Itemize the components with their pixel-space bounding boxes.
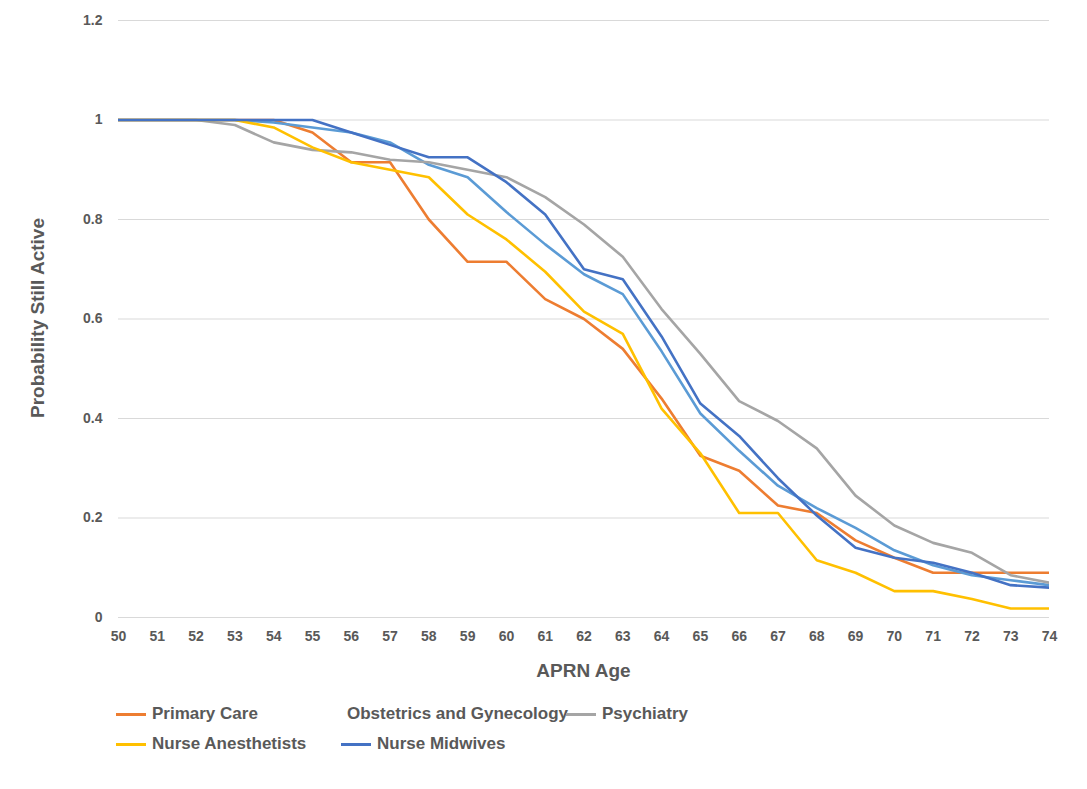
svg-text:0.6: 0.6 — [83, 310, 103, 326]
svg-text:74: 74 — [1042, 628, 1058, 644]
svg-text:51: 51 — [150, 628, 166, 644]
svg-text:68: 68 — [809, 628, 825, 644]
svg-text:55: 55 — [305, 628, 321, 644]
svg-text:1.2: 1.2 — [83, 12, 103, 28]
svg-text:1: 1 — [95, 111, 103, 127]
html-text:APRN Age: APRN Age — [536, 660, 631, 681]
svg-text:0.4: 0.4 — [83, 410, 103, 426]
svg-text:57: 57 — [382, 628, 398, 644]
svg-text:72: 72 — [964, 628, 980, 644]
html-text:Obstetrics and Gynecology: Obstetrics and Gynecology — [347, 704, 569, 723]
svg-text:69: 69 — [848, 628, 864, 644]
html-text:Probability Still Active: Probability Still Active — [27, 218, 48, 418]
svg-text:71: 71 — [925, 628, 941, 644]
svg-text:67: 67 — [770, 628, 786, 644]
html-text:Nurse Anesthetists: Nurse Anesthetists — [152, 734, 307, 753]
svg-text:50: 50 — [111, 628, 127, 644]
svg-text:70: 70 — [887, 628, 903, 644]
svg-text:59: 59 — [460, 628, 476, 644]
svg-text:0: 0 — [95, 609, 103, 625]
svg-text:53: 53 — [227, 628, 243, 644]
html-text:Primary Care: Primary Care — [152, 704, 258, 723]
html-text:Nurse Midwives: Nurse Midwives — [377, 734, 506, 753]
svg-text:64: 64 — [654, 628, 670, 644]
svg-text:52: 52 — [188, 628, 204, 644]
svg-text:61: 61 — [537, 628, 553, 644]
svg-text:66: 66 — [731, 628, 747, 644]
svg-text:63: 63 — [615, 628, 631, 644]
html-text:Psychiatry: Psychiatry — [602, 704, 688, 723]
svg-text:0.2: 0.2 — [83, 509, 103, 525]
svg-text:65: 65 — [693, 628, 709, 644]
svg-text:73: 73 — [1003, 628, 1019, 644]
svg-text:60: 60 — [499, 628, 515, 644]
svg-text:62: 62 — [576, 628, 592, 644]
svg-text:56: 56 — [343, 628, 359, 644]
svg-text:58: 58 — [421, 628, 437, 644]
svg-text:0.8: 0.8 — [83, 211, 103, 227]
svg-text:54: 54 — [266, 628, 282, 644]
